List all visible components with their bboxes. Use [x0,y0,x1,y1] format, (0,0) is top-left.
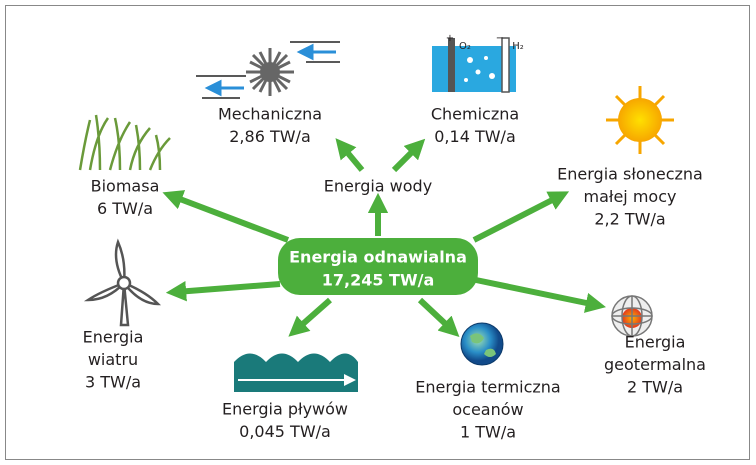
node-label: Energia pływów [222,400,348,419]
node-label: geotermalna [604,355,706,374]
node-label: wiatru [88,350,138,369]
icon-label: − [496,33,504,44]
node-label: Energia termiczna [415,378,560,397]
node-label: 3 TW/a [85,373,141,392]
center-label: 17,245 TW/a [322,271,435,290]
node-label: oceanów [452,400,523,419]
icon-turbine [88,242,158,325]
node-label: 2 TW/a [627,378,683,397]
node-label: małej mocy [584,187,677,206]
icon-grass [80,115,170,170]
node-label: 1 TW/a [460,423,516,442]
icon-label: + [446,33,454,44]
node-label: Chemiczna [431,105,519,124]
icon-globe [461,323,503,365]
node-label: Energia wody [324,177,432,196]
node-label: Biomasa [91,177,160,196]
node-label: 2,2 TW/a [594,210,665,229]
icon-sun [606,86,674,154]
icon-geothermal [612,296,652,336]
node-label: 6 TW/a [97,199,153,218]
node-label: 2,86 TW/a [229,127,311,146]
icon-cell: + O₂ − H₂ [432,33,524,92]
node-label: Energia słoneczna [557,165,703,184]
icon-label: H₂ [512,41,524,52]
node-label: Energia [83,328,144,347]
diagram: + O₂ − H₂ Energia odnawialna 17,245 TW/a… [0,0,756,465]
icon-fan [196,42,340,98]
icon-waves [234,354,358,393]
node-label: 0,14 TW/a [434,127,516,146]
node-label: Mechaniczna [218,105,322,124]
icon-label: O₂ [459,41,471,52]
node-label: Energia [625,333,686,352]
node-label: 0,045 TW/a [239,422,331,441]
center-label: Energia odnawialna [289,248,467,267]
